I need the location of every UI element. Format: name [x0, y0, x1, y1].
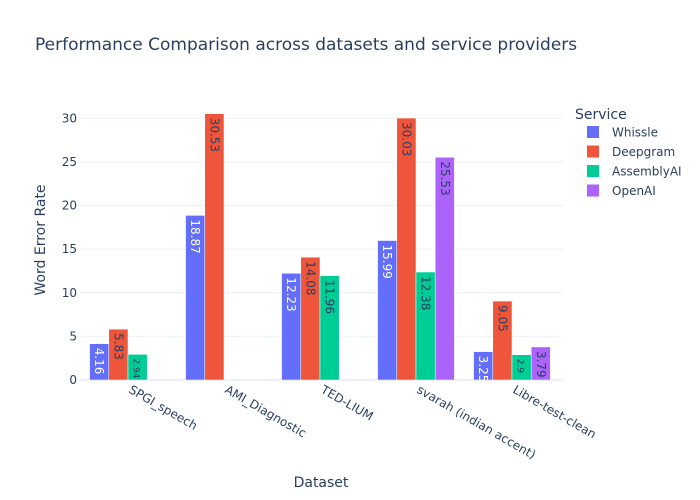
bar-openai [530, 346, 551, 381]
bar-data-label: 12.38 [419, 276, 433, 310]
bar-data-label: 2.9 [515, 359, 525, 374]
y-tick-label: 0 [69, 373, 77, 387]
y-tick-label: 5 [69, 329, 77, 343]
bar-data-label: 3.79 [534, 351, 548, 378]
x-tick-label: AMI_Diagnostic [223, 382, 309, 440]
bar-data-label: 30.03 [399, 122, 413, 156]
legend-title: Service [575, 107, 627, 123]
legend-swatch-assemblyai [587, 165, 599, 177]
bar-assemblyai [127, 354, 148, 381]
legend-swatch-openai [587, 184, 599, 197]
bar-assemblyai [319, 275, 340, 381]
y-tick-label: 20 [62, 199, 77, 213]
bar-data-label: 5.83 [111, 333, 125, 360]
legend-item-whissle[interactable]: Whissle [612, 126, 658, 140]
x-axis-label: Dataset [294, 475, 349, 491]
y-axis-label: Word Error Rate [33, 184, 49, 295]
bar-data-label: 2.94 [131, 358, 141, 378]
bar-data-label: 18.87 [188, 219, 202, 253]
bar-data-label: 3.25 [476, 356, 490, 383]
legend-swatch-whissle [587, 126, 599, 138]
bar-data-label: 30.53 [207, 118, 221, 152]
chart-title: Performance Comparison across datasets a… [35, 35, 577, 55]
bar-data-label: 14.08 [303, 261, 317, 295]
bar-deepgram [204, 113, 225, 381]
legend-item-assemblyai[interactable]: AssemblyAI [612, 165, 682, 179]
bar-data-label: 15.99 [380, 245, 394, 279]
bar-deepgram [396, 117, 417, 381]
x-tick-label: TED-LIUM [318, 382, 376, 424]
legend-item-deepgram[interactable]: Deepgram [612, 145, 675, 159]
bar-data-label: 11.96 [323, 280, 337, 314]
y-tick-label: 15 [62, 242, 77, 256]
bar-openai [434, 157, 455, 381]
legend-item-openai[interactable]: OpenAI [612, 184, 656, 198]
y-tick-label: 10 [62, 286, 77, 300]
bar-data-label: 25.53 [438, 161, 452, 195]
bar-data-label: 12.23 [284, 277, 298, 311]
y-tick-label: 30 [62, 111, 77, 125]
bar-data-label: 9.05 [495, 305, 509, 332]
bar-deepgram [492, 300, 513, 381]
y-tick-label: 25 [62, 155, 77, 169]
x-tick-label: SPGI_speech [127, 382, 200, 432]
x-tick-label: Libre-test-clean [511, 382, 599, 441]
bar-data-label: 4.16 [92, 348, 106, 375]
legend-swatch-deepgram [587, 145, 599, 158]
